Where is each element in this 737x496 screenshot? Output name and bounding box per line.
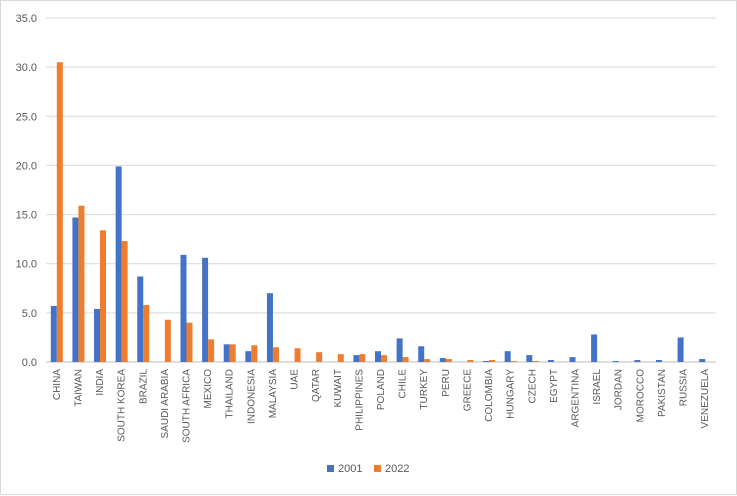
bar-2022-south-africa: [186, 322, 193, 362]
bar-2001-turkey: [418, 346, 425, 362]
x-tick-label: SOUTH KOREA: [117, 369, 128, 442]
x-tick-label: TURKEY: [419, 369, 430, 410]
bar-2001-south-korea: [115, 166, 122, 362]
legend-label-2022: 2022: [385, 463, 409, 475]
x-tick-label: TAIWAN: [73, 369, 84, 407]
bar-2001-brazil: [137, 276, 144, 362]
y-tick-label: 5.0: [22, 308, 37, 320]
x-tick-label: INDONESIA: [246, 369, 257, 424]
bar-2022-india: [100, 230, 107, 362]
x-tick-label: RUSSIA: [679, 369, 690, 407]
x-tick-label: CHINA: [52, 369, 63, 400]
bar-2001-czech: [526, 355, 533, 362]
bar-2022-thailand: [229, 344, 236, 362]
bar-2001-jordan: [612, 361, 619, 362]
bar-2022-peru: [445, 359, 452, 362]
bar-2022-qatar: [316, 352, 323, 362]
bar-2001-thailand: [223, 344, 230, 362]
bar-2022-hungary: [510, 361, 517, 362]
y-tick-label: 0.0: [22, 357, 37, 369]
y-tick-label: 15.0: [16, 210, 37, 222]
bar-2022-chile: [402, 357, 409, 362]
x-tick-label: MALAYSIA: [268, 369, 279, 419]
bar-2001-egypt: [547, 360, 554, 362]
bar-2022-uae: [294, 348, 301, 362]
bar-2001-morocco: [634, 360, 641, 362]
x-tick-label: CZECH: [527, 369, 538, 403]
x-tick-label: POLAND: [376, 369, 387, 410]
x-tick-label: ARGENTINA: [571, 369, 582, 428]
bar-2001-argentina: [569, 357, 576, 362]
bar-2022-malaysia: [272, 347, 279, 362]
bar-2022-poland: [381, 355, 387, 362]
x-tick-label: INDIA: [95, 369, 106, 396]
bar-2022-south-korea: [121, 241, 128, 362]
x-tick-label: PAKISTAN: [657, 369, 668, 417]
x-tick-label: EGYPT: [549, 369, 560, 403]
bar-2001-indonesia: [245, 351, 252, 362]
legend-swatch-2001: [327, 465, 334, 472]
y-tick-label: 25.0: [16, 111, 37, 123]
bar-2001-malaysia: [266, 293, 273, 362]
bar-2022-turkey: [424, 359, 431, 362]
bar-2022-kuwait: [337, 354, 344, 362]
bar-2022-saudi-arabia: [164, 319, 171, 362]
bar-2001-colombia: [483, 361, 490, 362]
x-tick-label: COLOMBIA: [484, 369, 495, 422]
x-tick-label: BRAZIL: [138, 369, 149, 404]
bar-2022-china: [56, 62, 63, 362]
bar-2022-brazil: [143, 304, 150, 362]
bar-2022-greece: [467, 360, 474, 362]
x-tick-label: SAUDI ARABIA: [160, 369, 171, 439]
bar-2001-russia: [677, 337, 684, 362]
x-tick-label: PHILIPPINES: [354, 369, 365, 431]
x-tick-label: PERU: [441, 369, 452, 397]
bar-2001-venezuela: [699, 359, 706, 362]
x-tick-label: MOROCCO: [635, 369, 646, 423]
legend-swatch-2022: [374, 465, 381, 472]
bar-2001-mexico: [202, 257, 209, 362]
y-tick-label: 30.0: [16, 62, 37, 74]
bar-2022-colombia: [489, 360, 496, 362]
bar-2001-india: [94, 308, 101, 362]
x-tick-label: GREECE: [462, 369, 473, 412]
bar-2022-mexico: [208, 339, 215, 362]
x-tick-label: ISRAEL: [592, 369, 603, 405]
y-tick-label: 35.0: [16, 13, 37, 25]
bar-2001-china: [50, 305, 57, 362]
bar-2001-south-africa: [180, 254, 187, 362]
bar-2001-poland: [375, 351, 381, 362]
bar-2001-israel: [591, 334, 598, 362]
x-tick-label: SOUTH AFRICA: [181, 369, 192, 443]
bar-2022-philippines: [359, 354, 366, 362]
bar-2001-hungary: [504, 351, 511, 362]
x-tick-label: THAILAND: [225, 369, 236, 418]
legend-label-2001: 2001: [338, 463, 362, 475]
x-tick-label: UAE: [290, 369, 301, 390]
x-tick-label: HUNGARY: [506, 369, 517, 419]
bar-2022-czech: [532, 361, 539, 362]
bar-2001-taiwan: [72, 217, 79, 362]
y-tick-label: 10.0: [16, 259, 37, 271]
x-tick-label: VENEZUELA: [700, 369, 711, 429]
x-tick-label: QATAR: [311, 369, 322, 402]
bar-2022-taiwan: [78, 205, 85, 362]
x-tick-label: KUWAIT: [333, 369, 344, 408]
bar-2001-philippines: [353, 355, 360, 362]
bar-2001-peru: [439, 358, 446, 362]
bar-2001-chile: [396, 338, 403, 362]
bar-2001-pakistan: [655, 360, 662, 362]
y-tick-label: 20.0: [16, 160, 37, 172]
x-tick-label: MEXICO: [203, 369, 214, 409]
x-tick-label: CHILE: [398, 369, 409, 399]
x-tick-label: JORDAN: [614, 369, 625, 410]
bar-2022-indonesia: [251, 345, 258, 362]
